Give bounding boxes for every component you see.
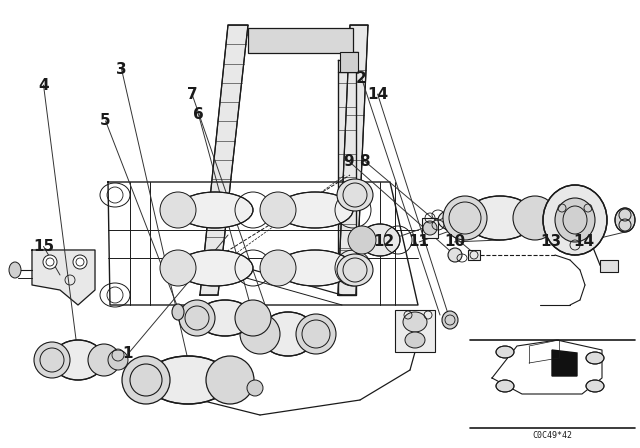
Text: 14: 14 [367, 86, 388, 102]
Bar [600, 260, 618, 272]
Text: C0C49*42: C0C49*42 [532, 431, 572, 439]
Bar [468, 250, 480, 260]
Ellipse shape [277, 192, 353, 228]
Polygon shape [552, 350, 577, 376]
Bar [248, 28, 353, 53]
Ellipse shape [348, 226, 376, 254]
Ellipse shape [296, 314, 336, 354]
Ellipse shape [9, 262, 21, 278]
Text: 1: 1 [123, 346, 133, 362]
Ellipse shape [337, 179, 373, 211]
Ellipse shape [513, 196, 557, 240]
Ellipse shape [260, 250, 296, 286]
Ellipse shape [438, 210, 466, 230]
Ellipse shape [555, 198, 595, 242]
Ellipse shape [277, 250, 353, 286]
Ellipse shape [160, 250, 196, 286]
Ellipse shape [235, 300, 271, 336]
Text: 2: 2 [356, 71, 367, 86]
Circle shape [448, 248, 462, 262]
Ellipse shape [442, 311, 458, 329]
Ellipse shape [172, 304, 184, 320]
Ellipse shape [403, 312, 427, 332]
Text: 15: 15 [33, 239, 54, 254]
Polygon shape [492, 340, 602, 394]
Text: 3: 3 [116, 62, 127, 77]
Polygon shape [200, 25, 248, 295]
Ellipse shape [247, 380, 263, 396]
Ellipse shape [260, 192, 296, 228]
Text: 14: 14 [573, 234, 595, 250]
Text: 10: 10 [444, 234, 465, 250]
Ellipse shape [496, 380, 514, 392]
Text: 7: 7 [187, 86, 197, 102]
Ellipse shape [197, 300, 253, 336]
Text: 8: 8 [360, 154, 370, 169]
Ellipse shape [423, 221, 437, 235]
Circle shape [43, 255, 57, 269]
Ellipse shape [177, 192, 253, 228]
Ellipse shape [177, 250, 253, 286]
Ellipse shape [586, 380, 604, 392]
Ellipse shape [88, 344, 120, 376]
Polygon shape [338, 25, 368, 295]
Circle shape [73, 255, 87, 269]
Ellipse shape [52, 340, 104, 380]
Ellipse shape [206, 356, 254, 404]
Text: 9: 9 [344, 154, 354, 169]
Ellipse shape [465, 196, 535, 240]
Ellipse shape [260, 312, 316, 356]
Ellipse shape [337, 254, 373, 286]
Polygon shape [338, 60, 356, 295]
Text: 11: 11 [409, 234, 429, 250]
Ellipse shape [615, 208, 635, 232]
Ellipse shape [122, 356, 170, 404]
Ellipse shape [444, 212, 460, 228]
Bar [340, 52, 358, 72]
Text: 12: 12 [373, 234, 395, 250]
Bar [422, 218, 438, 238]
Bar [395, 310, 435, 352]
Ellipse shape [146, 356, 230, 404]
Ellipse shape [240, 314, 280, 354]
Polygon shape [32, 250, 95, 305]
Ellipse shape [179, 300, 215, 336]
Text: 6: 6 [193, 107, 204, 122]
Ellipse shape [443, 196, 487, 240]
Ellipse shape [34, 342, 70, 378]
Ellipse shape [496, 346, 514, 358]
Ellipse shape [543, 185, 607, 255]
Ellipse shape [360, 224, 400, 256]
Text: 13: 13 [540, 234, 561, 250]
Ellipse shape [160, 192, 196, 228]
Text: 4: 4 [38, 78, 49, 93]
Text: 5: 5 [100, 113, 111, 129]
Ellipse shape [586, 352, 604, 364]
Ellipse shape [108, 350, 128, 370]
Ellipse shape [405, 332, 425, 348]
